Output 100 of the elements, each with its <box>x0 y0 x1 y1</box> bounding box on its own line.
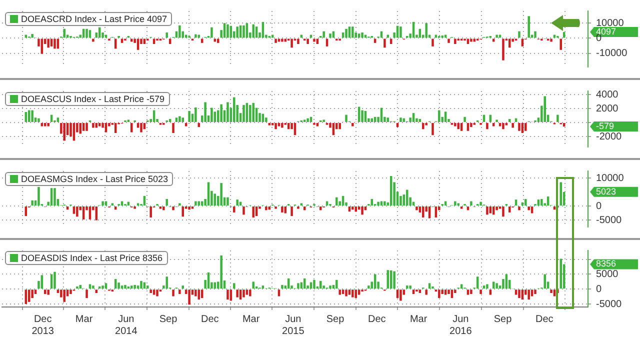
bar <box>409 286 412 289</box>
bar <box>226 24 229 38</box>
bar <box>508 38 511 48</box>
bar <box>530 206 534 214</box>
bar <box>428 283 431 289</box>
bar <box>86 123 88 131</box>
bar <box>194 107 197 122</box>
bar <box>178 290 181 294</box>
bar <box>422 206 424 218</box>
bar <box>88 206 92 220</box>
bar <box>544 274 546 289</box>
bar <box>550 38 552 42</box>
bar <box>528 290 530 300</box>
bar <box>377 202 380 206</box>
bar <box>194 34 197 38</box>
bar <box>514 200 518 206</box>
bar <box>428 206 431 218</box>
bar <box>489 206 492 214</box>
bar <box>70 290 72 294</box>
bar <box>204 102 206 122</box>
bar <box>210 27 213 38</box>
bar <box>252 206 254 218</box>
bar <box>152 38 156 44</box>
bar <box>92 286 94 289</box>
bar <box>95 123 98 128</box>
bar <box>374 274 376 289</box>
bar <box>56 118 60 122</box>
bar <box>470 290 472 294</box>
bar <box>470 123 472 128</box>
bar <box>210 108 213 122</box>
y-tick-label: 4000 <box>596 89 619 100</box>
bar <box>82 123 85 131</box>
bar <box>168 38 172 44</box>
bar <box>156 290 158 296</box>
bar <box>166 276 168 289</box>
bar <box>136 38 140 50</box>
x-tick-label: Dec <box>536 314 554 325</box>
bar <box>56 38 60 49</box>
bar <box>496 206 498 210</box>
bar <box>214 112 216 122</box>
bar <box>438 110 440 122</box>
x-tick-label: Dec 2013 <box>32 314 54 337</box>
bar <box>200 201 204 206</box>
bar <box>239 290 242 300</box>
bar <box>281 284 284 289</box>
y-tick-label: 2000 <box>596 103 619 114</box>
bar <box>178 25 181 38</box>
y-tick-label: 0 <box>596 284 602 295</box>
bar <box>306 38 309 44</box>
bar <box>220 104 222 122</box>
bar <box>313 280 316 289</box>
bar <box>236 26 238 38</box>
bar <box>521 290 524 300</box>
bar <box>252 282 254 289</box>
bar <box>534 290 536 294</box>
bar <box>216 38 220 43</box>
bar <box>393 271 396 289</box>
bar <box>265 206 268 210</box>
bar <box>502 206 504 217</box>
bar <box>134 284 136 289</box>
bar <box>207 182 210 206</box>
bar <box>492 123 495 126</box>
bar <box>220 183 222 206</box>
bar <box>130 123 133 132</box>
bar <box>556 114 559 122</box>
bar <box>118 282 120 289</box>
bar <box>486 284 488 289</box>
bar <box>354 206 357 212</box>
bar <box>175 118 178 122</box>
bar <box>432 286 434 289</box>
bar <box>82 206 85 220</box>
bar <box>274 123 277 130</box>
bar <box>460 123 463 131</box>
bar <box>425 23 428 38</box>
bar <box>120 201 124 206</box>
bar <box>47 123 50 126</box>
bar <box>31 200 34 206</box>
bar <box>70 123 72 136</box>
y-tick-label: 5023 <box>596 186 616 196</box>
bar <box>72 206 76 214</box>
bar <box>466 38 470 44</box>
x-tick-label: Dec <box>200 314 219 325</box>
bar <box>102 201 104 206</box>
bar <box>88 284 92 289</box>
bar <box>498 123 502 126</box>
bar <box>521 38 524 46</box>
y-tick-label: -5000 <box>596 214 622 226</box>
bar <box>368 286 370 289</box>
bar <box>390 38 392 44</box>
bar <box>540 199 543 206</box>
bar <box>352 26 354 38</box>
bar <box>220 255 222 289</box>
bar <box>290 206 293 216</box>
bar <box>508 119 511 122</box>
y-tick-label: -2000 <box>596 131 622 142</box>
bar <box>124 284 126 289</box>
y-tick-label: -10000 <box>596 48 628 60</box>
bar <box>322 31 325 38</box>
bar <box>242 25 245 38</box>
bar <box>524 199 527 206</box>
